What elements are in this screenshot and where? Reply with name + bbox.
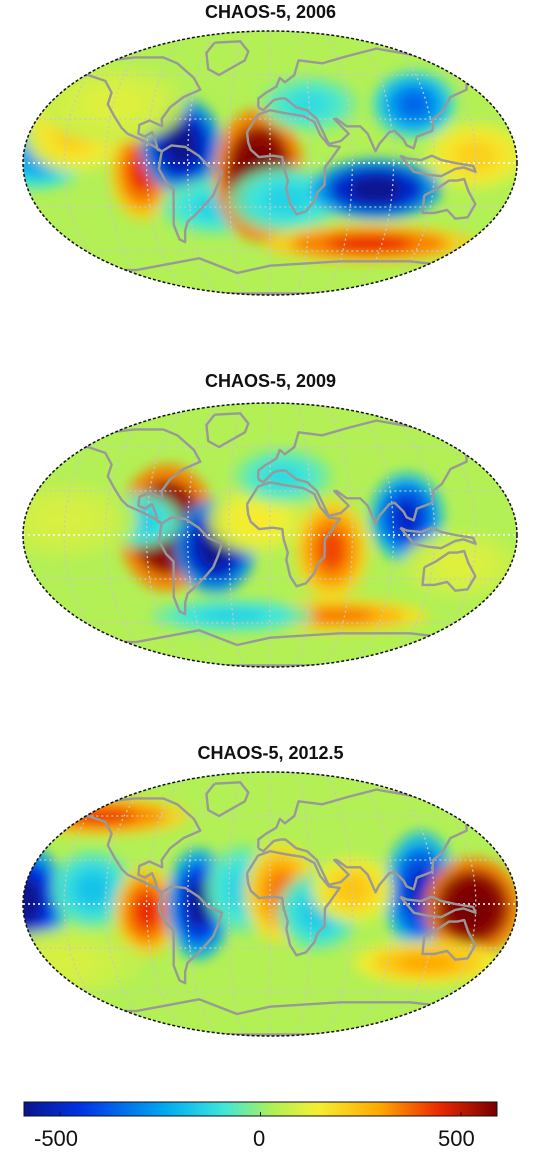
coastline-africa (245, 480, 341, 588)
anomaly-core (326, 235, 413, 253)
graticule-meridian (63, 31, 157, 295)
map-title-2012-5: CHAOS-5, 2012.5 (197, 743, 344, 763)
graticule-meridian (314, 31, 353, 295)
anomaly-core (455, 140, 496, 171)
graticule-meridian (314, 772, 353, 1036)
anomaly-core (436, 549, 484, 580)
map-title-2006: CHAOS-5, 2006 (204, 2, 337, 22)
anomaly-core (397, 89, 431, 120)
anomaly-core (83, 87, 143, 122)
colorbar-label-zero: 0 (253, 1126, 266, 1151)
anomaly-core (335, 874, 369, 905)
graticule-meridian (292, 403, 312, 667)
map-title-2009: CHAOS-5, 2009 (204, 371, 337, 391)
graticule-meridian (292, 31, 312, 295)
coastline-south-america (157, 885, 224, 985)
coastline-eurasia (257, 419, 486, 525)
map-2006 (22, 30, 518, 296)
coastline-north-america (68, 797, 202, 894)
coastline-greenland (205, 412, 250, 449)
map-border (22, 771, 518, 1037)
coastline-eurasia (257, 788, 486, 894)
graticule-meridian (187, 772, 226, 1036)
coastline-north-america (68, 56, 202, 153)
coastline-north-america (68, 428, 202, 525)
anomaly-core (27, 947, 94, 978)
anomaly-core (34, 503, 95, 538)
coastline-south-america (157, 144, 224, 244)
graticule-meridian (63, 772, 157, 1036)
anomaly-core (63, 807, 137, 825)
anomaly-core (349, 175, 403, 203)
graticule-meridian (383, 772, 477, 1036)
graticule-meridian (187, 403, 226, 667)
coastline-greenland (205, 781, 250, 818)
graticule-meridian (292, 772, 312, 1036)
colorbar-label-max: 500 (438, 1126, 475, 1151)
graticule-meridian (383, 31, 477, 295)
colorbar (23, 1101, 498, 1117)
coastline-greenland (205, 40, 250, 77)
coastline-africa (245, 849, 341, 957)
anomaly-core (23, 876, 43, 926)
map-2009 (22, 402, 518, 668)
graticule-meridian (360, 772, 436, 1036)
graticule-meridian (63, 403, 157, 667)
map-border (22, 402, 518, 668)
coastline-africa (245, 108, 341, 216)
coastline-indonesia (399, 895, 477, 919)
coastline-australia (421, 918, 477, 961)
anomaly-core (301, 608, 375, 624)
graticule-meridian (104, 31, 180, 295)
anomaly-core (75, 872, 109, 907)
graticule-meridian (314, 403, 353, 667)
coastline-australia (421, 177, 477, 220)
anomaly-core (316, 527, 347, 572)
graticule-meridian (360, 31, 436, 295)
graticule-meridian (383, 403, 477, 667)
map-border (22, 30, 518, 296)
graticule-meridian (104, 403, 180, 667)
graticule-meridian (104, 772, 180, 1036)
anomaly-core (199, 608, 266, 624)
map-2012-5 (22, 771, 518, 1037)
graticule-meridian (187, 31, 226, 295)
coastline-eurasia (257, 47, 486, 153)
coastline-south-america (157, 516, 224, 616)
coastline-indonesia (399, 154, 477, 178)
coastline-australia (421, 549, 477, 592)
anomaly-core (289, 92, 330, 117)
graticule-meridian (360, 403, 436, 667)
coastline-indonesia (399, 526, 477, 550)
colorbar-label-min: -500 (34, 1126, 79, 1151)
